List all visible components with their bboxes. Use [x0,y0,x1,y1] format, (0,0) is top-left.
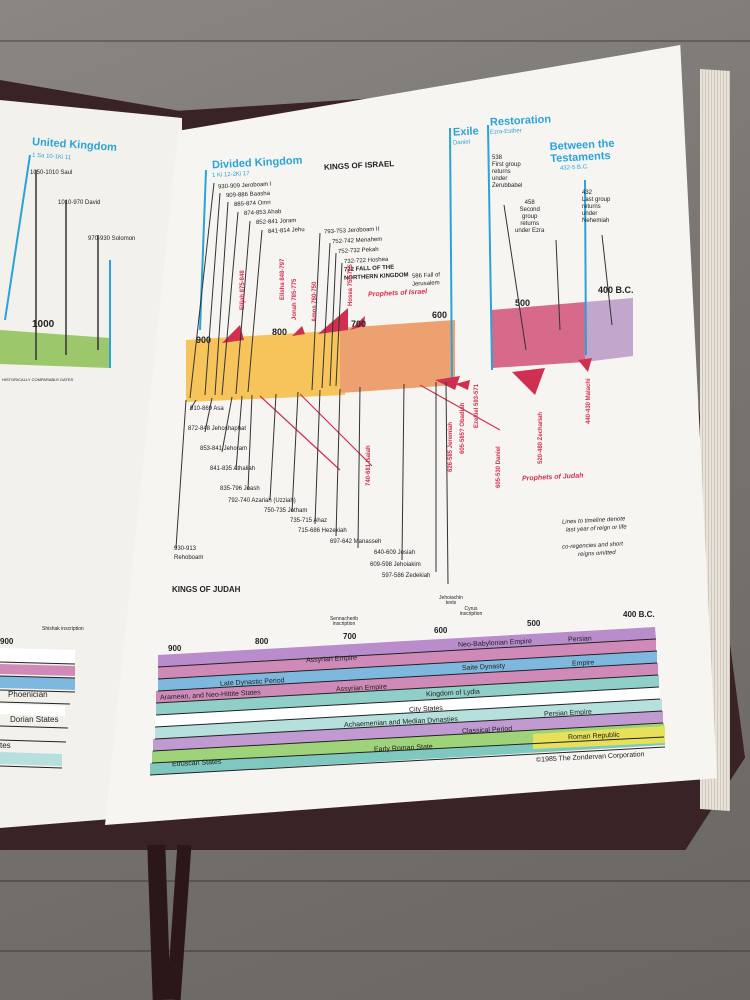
left-note: HISTORICALLY COMPARABLE DATES [2,377,74,382]
bottom-year: 400 B.C. [623,610,655,619]
inscription-label: Sennacherib inscription [329,616,359,627]
judah-king: 835-796 Joash [220,486,260,492]
prophet-label: Ezekiel 593-571 [474,383,480,428]
left-year-900: 900 [0,637,14,646]
left-king: 970-930 Solomon [88,236,136,242]
restoration-note: 458 Second group returns under Ezra [515,200,545,234]
prophet-label: 520-480 Zechariah [538,411,544,464]
prophet-label: 440-430 Malachi [586,378,592,424]
empire-label: Empire [571,659,595,668]
prophet-label: 605-585? Obadiah [460,402,466,454]
judah-band-orange [340,320,455,393]
bottom-year: 800 [255,637,269,646]
year-marker: 900 [196,335,212,345]
year-marker: 400 B.C. [598,285,634,295]
judah-king: 715-686 Hezekiah [298,528,347,534]
left-year-label: 1000 [32,319,55,330]
prophet-label: Jonah 785-775 [292,278,298,320]
year-marker: 700 [351,319,367,329]
restoration-note: 432 Last group returns under Nehemiah [582,190,611,224]
bottom-year: 600 [434,626,448,635]
judah-king: 735-715 Ahaz [290,518,328,524]
restoration-band-pink [492,302,585,368]
judah-king: 792-740 Azariah (Uzziah) [228,498,296,504]
empire-label: Persian [567,635,592,644]
bottom-year: 900 [168,644,182,653]
era-exile-ref: Daniel [452,139,471,147]
judah-king: 872-848 Jehoshaphat [188,426,247,432]
inscription-label: Jehoiachin texts [439,595,463,606]
prophet-label: Elijah 875-848 [240,270,246,310]
left-inscription: Shishak inscription [42,626,84,632]
restoration-note: 538 First group returns under Zerubbabel [492,155,523,189]
table-plank-line [0,950,750,952]
judah-king-rehoboam-name: Rehoboam [174,555,204,561]
judah-king: 597-586 Zedekiah [382,573,431,579]
judah-king: 853-841 Jehoram [200,446,248,452]
prophet-label: Hosea 750-715 [348,264,354,306]
left-timeline-band [0,330,110,368]
kings-of-judah-title: KINGS OF JUDAH [172,585,241,594]
judah-king: 640-609 Josiah [374,550,416,556]
left-king: 1010-970 David [58,200,101,206]
year-marker: 500 [515,298,531,308]
left-band-label: Phoenician [8,690,48,699]
judah-king: 910-869 Asa [190,406,224,412]
table-plank-line [0,40,750,42]
era-between-testaments: Between the Testaments [549,137,615,165]
prophet-label: 740-681 Isaiah [366,445,372,486]
left-king: 1050-1010 Saul [30,170,73,176]
left-band-label: tes [0,741,11,750]
prophet-label: Amos 760-750 [312,281,318,322]
judah-king-rehoboam: 930-913 [174,546,197,552]
left-band-label: Dorian States [10,715,59,724]
between-band-lavender [585,298,633,362]
judah-king: 609-598 Jehoiakim [370,562,421,568]
judah-king: 750-735 Jotham [264,508,308,514]
prophet-label: 605-530 Daniel [496,446,502,488]
inscription-label: Cyrus inscription [459,606,483,617]
bottom-year: 500 [527,619,541,628]
prophet-label: Elisha 848-797 [280,258,286,300]
bottom-year: 700 [343,632,357,641]
judah-king: 697-642 Manasseh [330,539,382,545]
year-marker: 800 [272,327,288,337]
year-marker: 600 [432,310,448,320]
era-exile: Exile [452,125,479,139]
prophet-label: 626-585 Jeremiah [448,421,454,472]
judah-king: 841-835 Athaliah [210,466,256,472]
table-plank-line [0,880,750,882]
